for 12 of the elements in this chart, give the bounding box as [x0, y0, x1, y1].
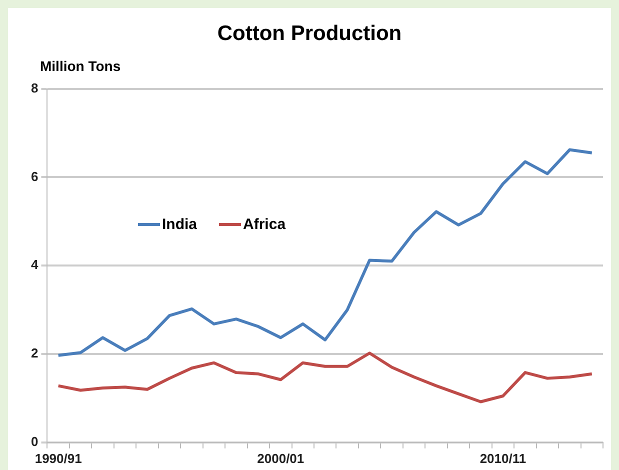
y-tick-label: 4 — [30, 257, 39, 272]
x-tick-label: 2010/11 — [480, 450, 526, 466]
legend-label: Africa — [243, 216, 286, 233]
y-tick-label: 0 — [30, 434, 38, 449]
y-tick-label: 6 — [30, 168, 38, 184]
chart-title: Cotton Production — [216, 22, 403, 46]
y-tick-label: 2 — [30, 346, 38, 361]
y-axis-title: Million Tons — [40, 58, 121, 74]
x-tick-label: 2000/01 — [257, 450, 304, 466]
y-tick-label: 8 — [30, 80, 38, 96]
legend-label: India — [162, 216, 198, 233]
x-tick-label: 1990/91 — [34, 450, 82, 466]
